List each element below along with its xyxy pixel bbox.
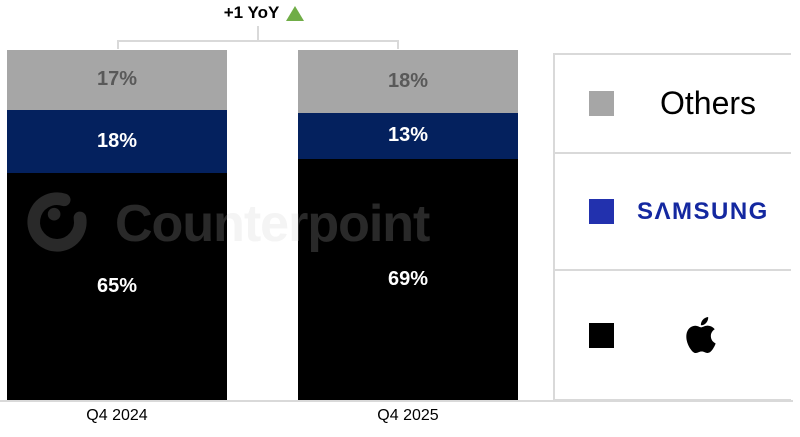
x-axis-label-q4-2025: Q4 2025 [377, 407, 439, 424]
samsung-swatch [589, 199, 614, 224]
others-swatch [589, 91, 614, 116]
legend-item-samsung: SΛMSUNG [555, 154, 791, 271]
segment-value-label: 69% [387, 267, 429, 290]
legend: Others SΛMSUNG [553, 53, 791, 401]
x-axis-baseline [0, 400, 793, 402]
apple-logo-icon [686, 317, 716, 354]
bar-segment-apple: 65% [7, 172, 227, 400]
bracket-line [117, 40, 399, 42]
legend-label-samsung: SΛMSUNG [637, 197, 769, 225]
segment-value-label: 18% [96, 129, 138, 152]
stacked-bar-q4-2025: 18% 13% 69% [298, 50, 518, 400]
yoy-annotation: +1 YoY [174, 3, 354, 23]
bar-segment-others: 17% [7, 50, 227, 110]
apple-swatch [589, 322, 614, 348]
legend-item-others: Others [555, 55, 791, 154]
yoy-label: +1 YoY [223, 3, 280, 22]
stacked-bar-q4-2024: 17% 18% 65% [7, 50, 227, 400]
x-axis-label-q4-2024: Q4 2024 [86, 407, 148, 424]
bar-segment-samsung: 13% [298, 113, 518, 159]
legend-item-apple [555, 271, 791, 399]
segment-value-label: 13% [387, 124, 429, 147]
bracket-left-tick [117, 40, 119, 49]
bar-segment-others: 18% [298, 50, 518, 113]
bracket-right-tick [397, 40, 399, 49]
bracket-stem [257, 26, 259, 41]
segment-value-label: 18% [387, 70, 429, 92]
bar-segment-apple: 69% [298, 158, 518, 400]
segment-value-label: 17% [96, 68, 138, 91]
segment-value-label: 65% [96, 274, 138, 297]
legend-label-others: Others [660, 85, 757, 121]
bar-segment-samsung: 18% [7, 109, 227, 173]
yoy-up-arrow-icon [286, 5, 305, 21]
